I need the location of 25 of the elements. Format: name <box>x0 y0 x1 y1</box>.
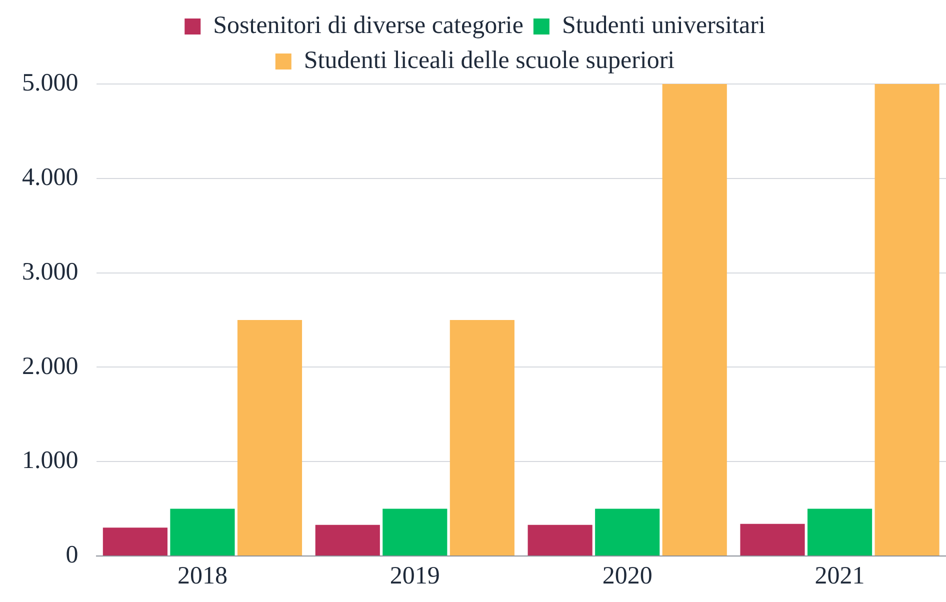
bar <box>382 508 448 556</box>
bar <box>740 524 805 556</box>
bar <box>595 508 660 556</box>
x-tick-label: 2019 <box>390 562 440 590</box>
bar <box>528 524 592 556</box>
bar <box>662 84 727 556</box>
legend-label: Sostenitori di diverse categorie <box>213 12 524 40</box>
y-tick-label: 0 <box>66 542 78 569</box>
bar <box>170 508 235 556</box>
y-tick-label: 4.000 <box>22 164 78 191</box>
y-tick-label: 5.000 <box>22 70 78 97</box>
y-tick-label: 2.000 <box>22 352 78 380</box>
bar <box>237 320 302 556</box>
x-tick-label: 2020 <box>602 562 652 590</box>
bar <box>807 508 872 556</box>
legend-label: Studenti liceali delle scuole superiori <box>304 47 675 74</box>
bar <box>874 84 940 556</box>
bar <box>450 320 514 556</box>
bar <box>315 524 380 556</box>
bar <box>102 528 168 556</box>
y-tick-label: 1.000 <box>22 447 78 474</box>
x-tick-label: 2018 <box>177 562 228 590</box>
x-tick-label: 2021 <box>814 562 865 590</box>
legend-label: Studenti universitari <box>562 12 766 40</box>
y-tick-label: 3.000 <box>22 258 78 286</box>
